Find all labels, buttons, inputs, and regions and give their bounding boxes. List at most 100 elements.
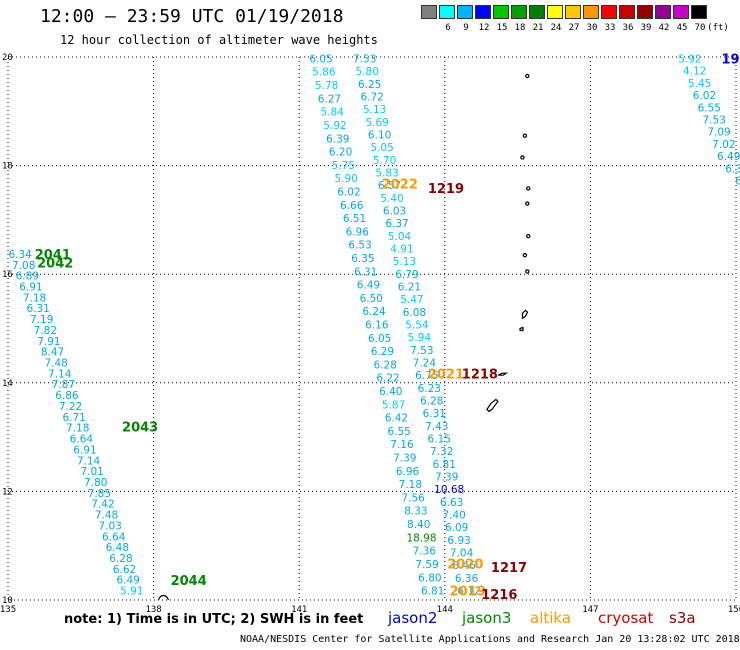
wave-height-value: 6.64 xyxy=(70,434,94,446)
wave-height-value: 7.04 xyxy=(450,548,474,560)
wave-height-value: 6.79 xyxy=(395,269,418,281)
legend-label: 27 xyxy=(568,23,580,33)
wave-height-value: 6.08 xyxy=(403,307,426,319)
x-tick-label: 138 xyxy=(145,605,161,615)
wave-height-value: 7.42 xyxy=(91,499,114,511)
x-tick-label: 147 xyxy=(582,605,598,615)
wave-height-value: 6.53 xyxy=(348,240,371,252)
island-outline xyxy=(525,201,530,206)
footnote: note: 1) Time is in UTC; 2) SWH is in fe… xyxy=(64,612,364,627)
satellite-name: s3a xyxy=(669,609,696,627)
legend-label: 24 xyxy=(550,23,562,33)
wave-height-value: 18.98 xyxy=(406,532,436,544)
wave-height-value: 6.96 xyxy=(396,466,420,478)
chart-title: 12:00 – 23:59 UTC 01/19/2018 xyxy=(40,6,344,27)
wave-height-value: 10.68 xyxy=(434,484,464,496)
legend-swatch xyxy=(529,5,545,19)
wave-height-value: 5.45 xyxy=(688,78,711,90)
legend-swatch xyxy=(565,5,581,19)
wave-height-value: 6.15 xyxy=(428,434,451,446)
wave-height-value: 6.91 xyxy=(19,281,42,293)
pass-number-label: 2021 xyxy=(428,367,464,382)
pass-number-label: 1216 xyxy=(481,588,517,603)
wave-height-value: 6.35 xyxy=(351,253,374,265)
wave-height-value: 7.87 xyxy=(52,379,75,391)
wave-height-value: 7.22 xyxy=(59,401,82,413)
wave-height-value: 6.81 xyxy=(433,459,456,471)
wave-height-value: 5.92 xyxy=(678,53,701,65)
wave-height-value: 7.18 xyxy=(23,292,46,304)
wave-height-value: 6.39 xyxy=(326,133,349,145)
wave-height-value: 6.03 xyxy=(383,205,406,217)
wave-height-value: 6.57 xyxy=(378,180,401,192)
wave-height-value: 6.3 xyxy=(725,163,740,175)
wave-height-value: 7.16 xyxy=(390,439,414,451)
wave-height-value: 7.39 xyxy=(435,472,458,484)
wave-height-value: 6.09 xyxy=(445,522,468,534)
legend-swatch xyxy=(457,5,473,19)
wave-height-value: 6.62 xyxy=(113,564,136,576)
map-grid xyxy=(7,56,737,601)
guam-outline xyxy=(486,398,499,413)
wave-height-value: 7.82 xyxy=(34,325,57,337)
wave-height-value: 6.25 xyxy=(358,79,381,91)
pass-number-label: 2043 xyxy=(122,421,158,436)
wave-height-value: 6.89 xyxy=(16,271,39,283)
wave-height-value: 7.01 xyxy=(80,466,103,478)
wave-height-value: 7.18 xyxy=(66,423,89,435)
satellite-name: cryosat xyxy=(598,609,654,627)
pass-number-label: 19 xyxy=(721,53,739,68)
credit-line: NOAA/NESDIS Center for Satellite Applica… xyxy=(240,634,740,645)
x-tick-label: 144 xyxy=(437,605,453,615)
wave-height-value: 6.55 xyxy=(387,426,410,438)
wave-height-value: 5.13 xyxy=(393,256,416,268)
y-tick-label: 18 xyxy=(2,162,13,172)
legend-swatch xyxy=(475,5,491,19)
wave-height-value: 6.91 xyxy=(73,444,96,456)
wave-height-value: 8.47 xyxy=(41,347,64,359)
wave-height-value: 7.14 xyxy=(48,368,72,380)
wave-height-value: 6.28 xyxy=(374,359,397,371)
legend-label: 36 xyxy=(622,23,634,33)
wave-height-value: 5.86 xyxy=(312,67,336,79)
wave-height-value: 6.28 xyxy=(109,553,132,565)
wave-height-value: 7.53 xyxy=(410,345,433,357)
legend-label: 15 xyxy=(496,23,508,33)
wave-height-value: 5.78 xyxy=(315,80,338,92)
island-outline xyxy=(525,73,530,79)
wave-height-value: 6.55 xyxy=(698,102,721,114)
wave-height-value: 5.87 xyxy=(382,399,405,411)
wave-height-value: 7.32 xyxy=(430,446,453,458)
wave-height-value: 7.80 xyxy=(84,477,107,489)
legend-label: 18 xyxy=(514,23,526,33)
wave-height-value: 6.21 xyxy=(398,281,421,293)
legend-swatch xyxy=(601,5,617,19)
wave-height-value: 5.83 xyxy=(375,167,398,179)
wave-height-value: 6.16 xyxy=(365,320,389,332)
wave-height-value: 7.03 xyxy=(98,520,121,532)
wave-height-value: 7.40 xyxy=(442,510,465,522)
wave-height-value: 7.02 xyxy=(712,139,735,151)
x-tick-label: 150 xyxy=(728,605,740,615)
wave-height-value: 6.20 xyxy=(329,147,352,159)
chart-subtitle: 12 hour collection of altimeter wave hei… xyxy=(60,33,378,47)
y-tick-label: 20 xyxy=(2,53,13,63)
wave-height-value: 7.59 xyxy=(415,559,438,571)
legend-swatch xyxy=(511,5,527,19)
pass-number-label: 1217 xyxy=(491,561,527,576)
wave-height-value: 6.23 xyxy=(418,383,441,395)
pass-number-label: 1218 xyxy=(462,367,498,382)
wave-height-value: 7.48 xyxy=(44,358,67,370)
legend-label: 39 xyxy=(640,23,652,33)
wave-height-value: 6.64 xyxy=(102,531,126,543)
wave-height-value: 6.28 xyxy=(420,396,443,408)
wave-height-value: 8.33 xyxy=(404,506,427,518)
legend-swatch xyxy=(691,5,707,19)
wave-height-value: 5.69 xyxy=(365,117,388,129)
y-tick-label: 14 xyxy=(2,379,13,389)
legend-label: 70 xyxy=(694,23,706,33)
satellite-name: altika xyxy=(530,609,572,627)
legend-label: 42 xyxy=(658,23,670,33)
wave-height-value: 6.49 xyxy=(357,280,380,292)
